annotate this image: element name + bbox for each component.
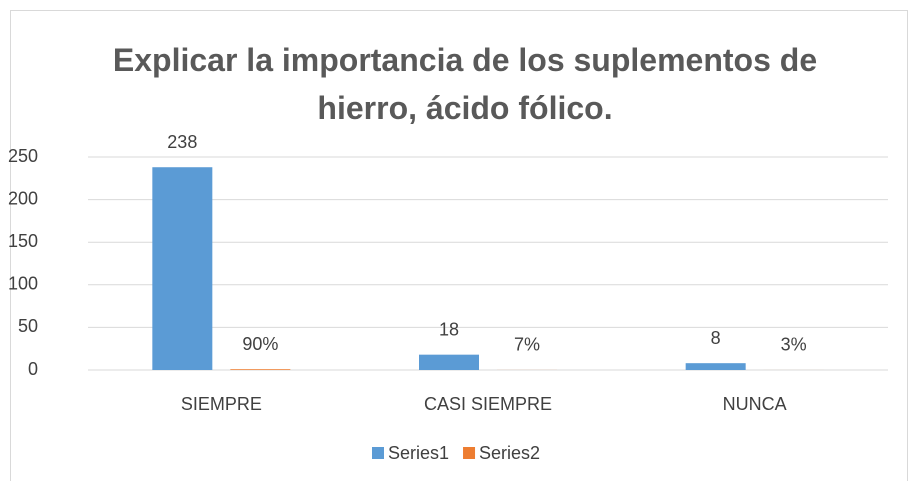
data-label: 8 <box>711 328 721 348</box>
y-tick-label: 150 <box>8 231 38 251</box>
x-tick-label: NUNCA <box>723 394 787 414</box>
legend-label: Series2 <box>479 443 540 463</box>
y-tick-label: 100 <box>8 274 38 294</box>
x-tick-label: SIEMPRE <box>181 394 262 414</box>
y-tick-label: 250 <box>8 146 38 166</box>
legend-label: Series1 <box>388 443 449 463</box>
chart-border <box>10 10 908 481</box>
legend-swatch <box>372 447 384 459</box>
y-tick-label: 200 <box>8 188 38 208</box>
y-tick-label: 50 <box>18 316 38 336</box>
data-label: 18 <box>439 319 459 339</box>
data-label: 7% <box>514 335 540 355</box>
data-label: 90% <box>242 334 278 354</box>
x-tick-label: CASI SIEMPRE <box>424 394 552 414</box>
legend-swatch <box>463 447 476 459</box>
data-label: 238 <box>167 132 197 152</box>
data-label: 3% <box>781 335 807 355</box>
chart-title: Explicar la importancia de los suplement… <box>112 42 818 126</box>
y-tick-label: 0 <box>28 359 38 379</box>
bar <box>685 363 746 370</box>
bar <box>152 167 213 370</box>
bar <box>230 369 291 370</box>
bar <box>419 354 479 370</box>
